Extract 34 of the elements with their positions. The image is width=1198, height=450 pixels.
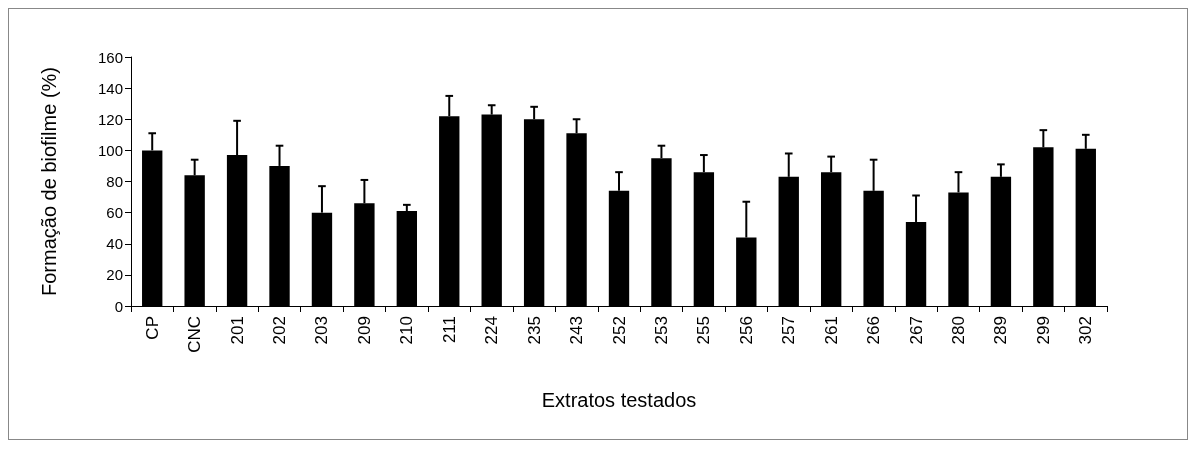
x-tick-label: 224: [482, 316, 502, 345]
x-tick-label: 252: [609, 316, 629, 345]
x-tick-label: 302: [1076, 316, 1096, 345]
x-tick-label: 280: [948, 316, 968, 345]
y-axis-title: Formação de biofilme (%): [38, 67, 60, 296]
x-tick-label: 256: [736, 316, 756, 345]
y-tick-label: 40: [106, 235, 123, 253]
y-tick-label: 100: [97, 141, 123, 159]
x-tick-label: 267: [906, 316, 926, 345]
x-tick-label: 203: [312, 316, 332, 345]
y-tick-label: 160: [97, 48, 123, 66]
x-tick-label: 289: [991, 316, 1011, 345]
x-tick-label: 209: [354, 316, 374, 345]
x-tick-label: 266: [864, 316, 884, 345]
y-tick-label: 0: [114, 297, 123, 315]
x-tick-label: 261: [821, 316, 841, 345]
x-tick-label: CP: [142, 316, 162, 340]
x-axis-title: Extratos testados: [541, 389, 697, 411]
x-tick-label: 201: [227, 316, 247, 345]
x-tick-label: 257: [779, 316, 799, 345]
x-tick-label: 211: [439, 316, 459, 344]
x-tick-label: 299: [1033, 316, 1053, 345]
y-tick-label: 120: [97, 110, 123, 128]
y-tick-label: 80: [106, 173, 123, 190]
y-tick-label: 60: [106, 204, 123, 222]
x-tick-label: 210: [397, 316, 417, 345]
x-tick-label: CNC: [185, 316, 205, 353]
x-tick-label: 202: [270, 316, 290, 345]
x-tick-label: 243: [567, 316, 587, 345]
x-tick-label: 255: [694, 316, 714, 345]
x-tick-label: 253: [651, 316, 671, 345]
y-tick-label: 140: [97, 79, 123, 97]
x-tick-label: 235: [524, 316, 544, 345]
y-tick-label: 20: [106, 266, 123, 284]
